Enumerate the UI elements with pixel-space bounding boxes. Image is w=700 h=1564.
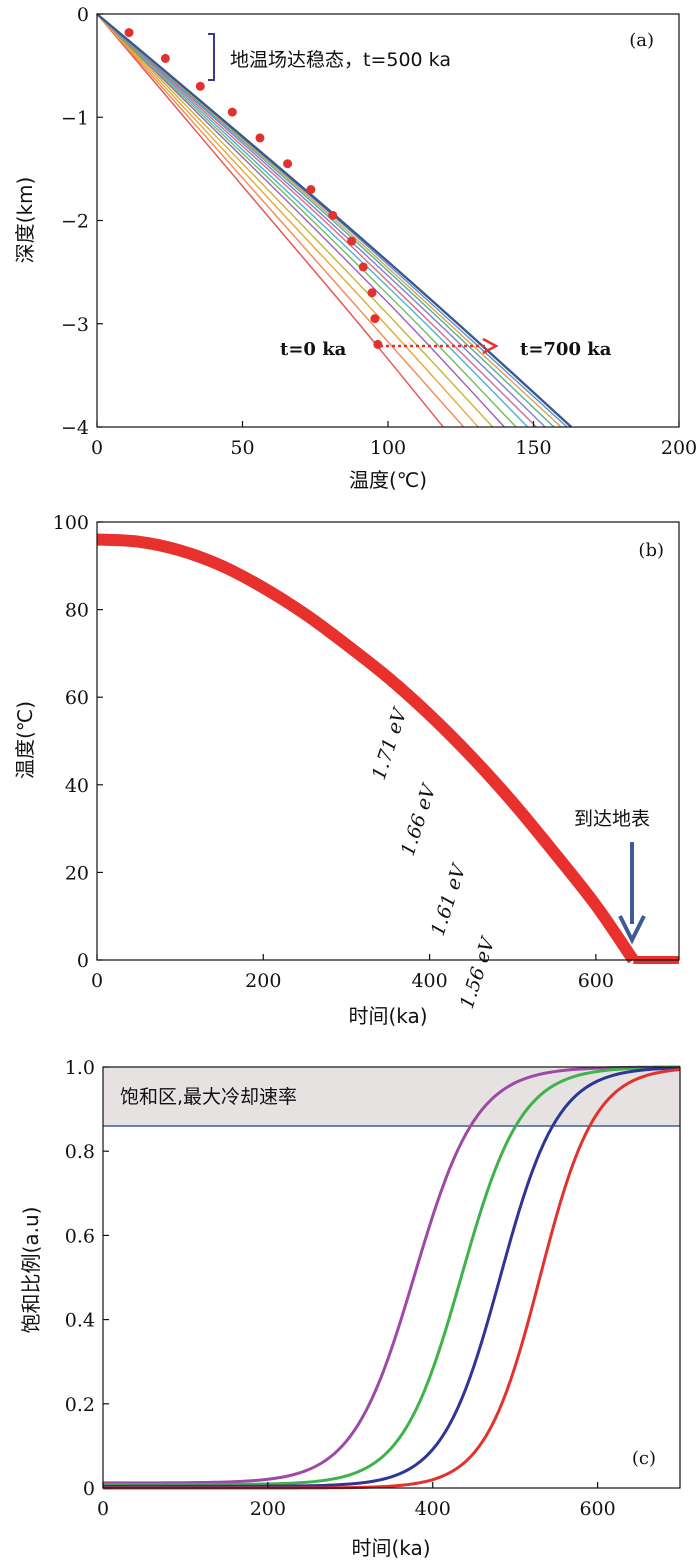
panel-c-label: (c): [632, 1448, 656, 1469]
panel-c-ytick-label: 0.4: [65, 1310, 95, 1332]
curve-label-1-56-ev: 1.56 eV: [456, 933, 500, 1012]
panel-b-ytick-label: 40: [65, 775, 89, 797]
panel-c-xtick-label: 0: [97, 1498, 109, 1520]
trajectory-point: [370, 314, 380, 324]
panel-a-ticks: 0 50 100 150 200 0 −1 −2 −3 −4: [61, 4, 697, 459]
panel-c-xtick-label: 400: [415, 1498, 451, 1520]
panel-b-ytick-label: 20: [65, 862, 89, 884]
panel-a-xtick-label: 200: [661, 437, 697, 459]
panel-c-ytick-label: 0.2: [65, 1394, 95, 1416]
panel-b: 0 200 400 600 0 20 40 60 80 100 (b) 到达地表 时间(ka) 温…: [13, 512, 680, 1028]
temperature-curve: [96, 533, 639, 964]
panel-a-profile-line-7: [96, 13, 537, 428]
trajectory-point: [347, 236, 357, 246]
panel-c-ytick-label: 0.6: [65, 1225, 95, 1247]
saturation-zone-label: 饱和区,最大冷却速率: [120, 1086, 297, 1108]
trajectory-point: [227, 107, 237, 117]
trajectory-point: [373, 339, 383, 349]
panel-a-profile-line-2: [96, 13, 479, 428]
panel-c-ytick-label: 1.0: [65, 1057, 95, 1079]
panel-b-frame: [96, 521, 680, 961]
trajectory-point: [306, 185, 316, 195]
panel-c-ylabel: 饱和比例(a.u): [19, 1207, 43, 1334]
panel-a-xtick-label: 50: [230, 437, 254, 459]
trajectory-point: [255, 133, 265, 143]
panel-c-series-group: [103, 1065, 681, 1490]
panel-a: 0 50 100 150 200 0 −1 −2 −3 −4 (a) 地温场达稳态，t=500 k…: [13, 4, 697, 492]
trajectory-point: [367, 288, 377, 298]
panel-b-xtick-label: 600: [578, 970, 614, 992]
panel-a-xtick-label: 100: [370, 437, 406, 459]
panel-a-label: (a): [629, 30, 654, 51]
surface-arrival-label: 到达地表: [574, 808, 650, 830]
trajectory-point: [160, 53, 170, 63]
panel-a-profile-line-8: [96, 13, 546, 428]
panel-a-profile-line-4: [96, 13, 505, 428]
panel-a-ytick-label: −2: [61, 211, 89, 233]
trajectory-point: [358, 262, 368, 272]
panel-c-xtick-label: 600: [579, 1498, 615, 1520]
panel-c-frame: [102, 1066, 681, 1489]
saturation-curve-1-56-ev: [103, 1068, 681, 1490]
panel-c-ticks: 0 200 400 600 0 0.2 0.4 0.6 0.8 1.0: [65, 1057, 616, 1520]
panel-a-profile-line-1: [96, 13, 465, 428]
saturation-zone: [103, 1067, 680, 1126]
panel-b-ytick-label: 0: [77, 950, 89, 972]
panel-a-ytick-label: 0: [77, 4, 89, 26]
curve-label-1-66-ev: 1.66 eV: [397, 780, 441, 859]
panel-b-ytick-label: 80: [65, 600, 89, 622]
trajectory-arrowhead: [482, 337, 499, 355]
panel-a-profile-line-0: [96, 13, 444, 428]
panel-b-xtick-label: 200: [245, 970, 281, 992]
panel-a-xlabel: 温度(℃): [349, 468, 427, 492]
panel-a-xtick-label: 0: [91, 437, 103, 459]
panel-a-ytick-label: −3: [61, 314, 89, 336]
trajectory-point: [195, 81, 205, 91]
panel-a-profile-line-6: [96, 13, 529, 428]
saturation-curve-1-66-ev: [103, 1065, 681, 1487]
panel-a-xtick-label: 150: [515, 437, 551, 459]
panel-b-xlabel: 时间(ka): [348, 1004, 427, 1028]
panel-a-profile-line-12: [96, 13, 573, 428]
panel-a-profile-line-5: [96, 13, 517, 428]
panel-b-ytick-label: 60: [65, 687, 89, 709]
panel-a-profile-line-9: [96, 13, 555, 428]
panel-c-ytick-label: 0.8: [65, 1141, 95, 1163]
panel-c-xlabel: 时间(ka): [351, 1536, 430, 1560]
steady-state-annotation: 地温场达稳态，t=500 ka: [230, 49, 451, 71]
panel-a-profile-line-3: [96, 13, 494, 428]
end-time-label: t=700 ka: [520, 339, 612, 360]
panel-b-xtick-label: 0: [91, 970, 103, 992]
panel-a-series-group: [96, 13, 573, 428]
panel-b-ylabel: 温度(℃): [13, 701, 37, 779]
saturation-curve-1-71-ev: [103, 1065, 681, 1485]
trajectory-point: [124, 28, 134, 38]
panel-b-label: (b): [638, 540, 664, 561]
panel-b-ticks: 0 200 400 600 0 20 40 60 80 100: [53, 512, 614, 992]
panel-a-ytick-label: −4: [61, 417, 89, 439]
panel-b-xtick-label: 400: [411, 970, 447, 992]
panel-a-frame: [96, 13, 680, 428]
panel-c-xtick-label: 200: [250, 1498, 286, 1520]
panel-b-ytick-label: 100: [53, 512, 89, 534]
curve-label-1-61-ev: 1.61 eV: [427, 860, 471, 939]
start-time-label: t=0 ka: [280, 339, 347, 360]
panel-a-ylabel: 深度(km): [13, 177, 37, 264]
trajectory-point: [283, 159, 293, 169]
surface-arrowhead: [618, 915, 646, 945]
saturation-curve-1-61-ev: [103, 1066, 681, 1488]
trajectory-point: [328, 210, 338, 220]
panel-c-ytick-label: 0: [83, 1478, 95, 1500]
panel-a-ytick-label: −1: [61, 107, 89, 129]
curve-label-1-71-ev: 1.71 eV: [368, 704, 412, 783]
steady-state-bracket: [208, 33, 215, 81]
